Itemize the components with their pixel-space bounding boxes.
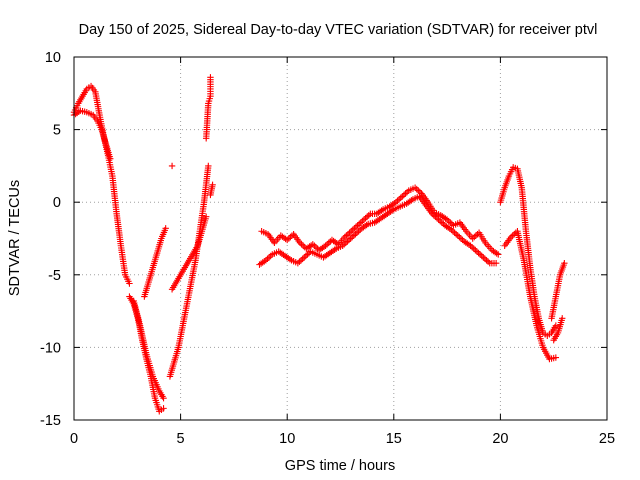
- x-tick-label: 10: [279, 431, 295, 447]
- data-point-marker: [362, 214, 369, 222]
- x-tick-label: 20: [492, 431, 508, 447]
- data-point-marker: [363, 213, 371, 220]
- data-point-marker: [472, 232, 480, 239]
- data-point-marker: [299, 255, 306, 263]
- data-point-marker: [475, 249, 482, 257]
- data-point-marker: [202, 213, 210, 220]
- data-points: [70, 74, 568, 415]
- plot-frame: [73, 56, 608, 421]
- y-tick-label: -10: [40, 340, 61, 356]
- data-point-marker: [552, 354, 560, 361]
- y-tick-label: 10: [45, 50, 61, 66]
- data-point-marker: [451, 229, 458, 236]
- data-point-marker: [559, 315, 566, 322]
- y-axis-ticks: 10 5 0 -5 -10 -15: [40, 50, 607, 429]
- data-point-marker: [298, 241, 305, 248]
- data-point-marker: [478, 252, 485, 260]
- x-tick-label: 25: [599, 431, 615, 447]
- data-point-marker: [473, 248, 481, 255]
- x-axis-ticks: 0 5 10 15 20 25: [70, 57, 615, 447]
- data-point-marker: [160, 395, 167, 402]
- data-point-marker: [483, 257, 490, 264]
- data-point-marker: [160, 405, 167, 412]
- x-tick-label: 5: [177, 431, 185, 447]
- grid-lines: [74, 57, 607, 420]
- data-point-marker: [452, 230, 460, 238]
- data-point-marker: [207, 74, 214, 81]
- data-point-marker: [495, 251, 502, 258]
- data-point-marker: [413, 185, 420, 193]
- data-point-marker: [470, 245, 477, 252]
- y-axis-label: SDTVAR / TECUs: [7, 180, 23, 296]
- data-point-marker: [107, 155, 114, 162]
- data-point-marker: [397, 194, 404, 202]
- data-point-marker: [456, 233, 463, 241]
- data-point-marker: [162, 225, 169, 232]
- data-point-marker: [552, 322, 560, 329]
- x-axis-label: GPS time / hours: [285, 458, 395, 474]
- data-point-marker: [399, 193, 406, 200]
- x-tick-label: 0: [70, 431, 78, 447]
- data-point-marker: [472, 246, 479, 254]
- data-point-marker: [285, 235, 292, 242]
- data-point-marker: [360, 216, 368, 223]
- data-point-marker: [126, 280, 133, 287]
- data-point-marker: [302, 252, 310, 260]
- data-point-marker: [481, 255, 489, 263]
- chart-title: Day 150 of 2025, Sidereal Day-to-day VTE…: [79, 22, 598, 38]
- data-point-marker: [561, 259, 568, 267]
- y-tick-label: 5: [53, 123, 61, 139]
- data-point-marker: [511, 230, 518, 238]
- data-point-marker: [454, 232, 461, 239]
- y-tick-label: -15: [40, 413, 61, 429]
- y-tick-label: -5: [48, 268, 61, 284]
- data-point-marker: [168, 162, 176, 170]
- data-point-marker: [395, 196, 403, 203]
- data-point-marker: [484, 258, 492, 265]
- y-tick-label: 0: [53, 195, 61, 211]
- data-point-marker: [480, 254, 487, 261]
- x-tick-label: 15: [386, 431, 402, 447]
- data-point-marker: [265, 254, 273, 261]
- data-point-marker: [400, 191, 408, 199]
- data-point-marker: [492, 259, 500, 267]
- data-point-marker: [457, 235, 465, 242]
- data-point-marker: [311, 242, 318, 249]
- data-point-marker: [476, 251, 484, 258]
- data-point-marker: [301, 254, 308, 261]
- data-point-marker: [402, 190, 409, 197]
- data-point-marker: [209, 181, 216, 188]
- data-point-marker: [205, 162, 212, 170]
- data-point-marker: [365, 212, 372, 219]
- data-point-marker: [296, 258, 303, 265]
